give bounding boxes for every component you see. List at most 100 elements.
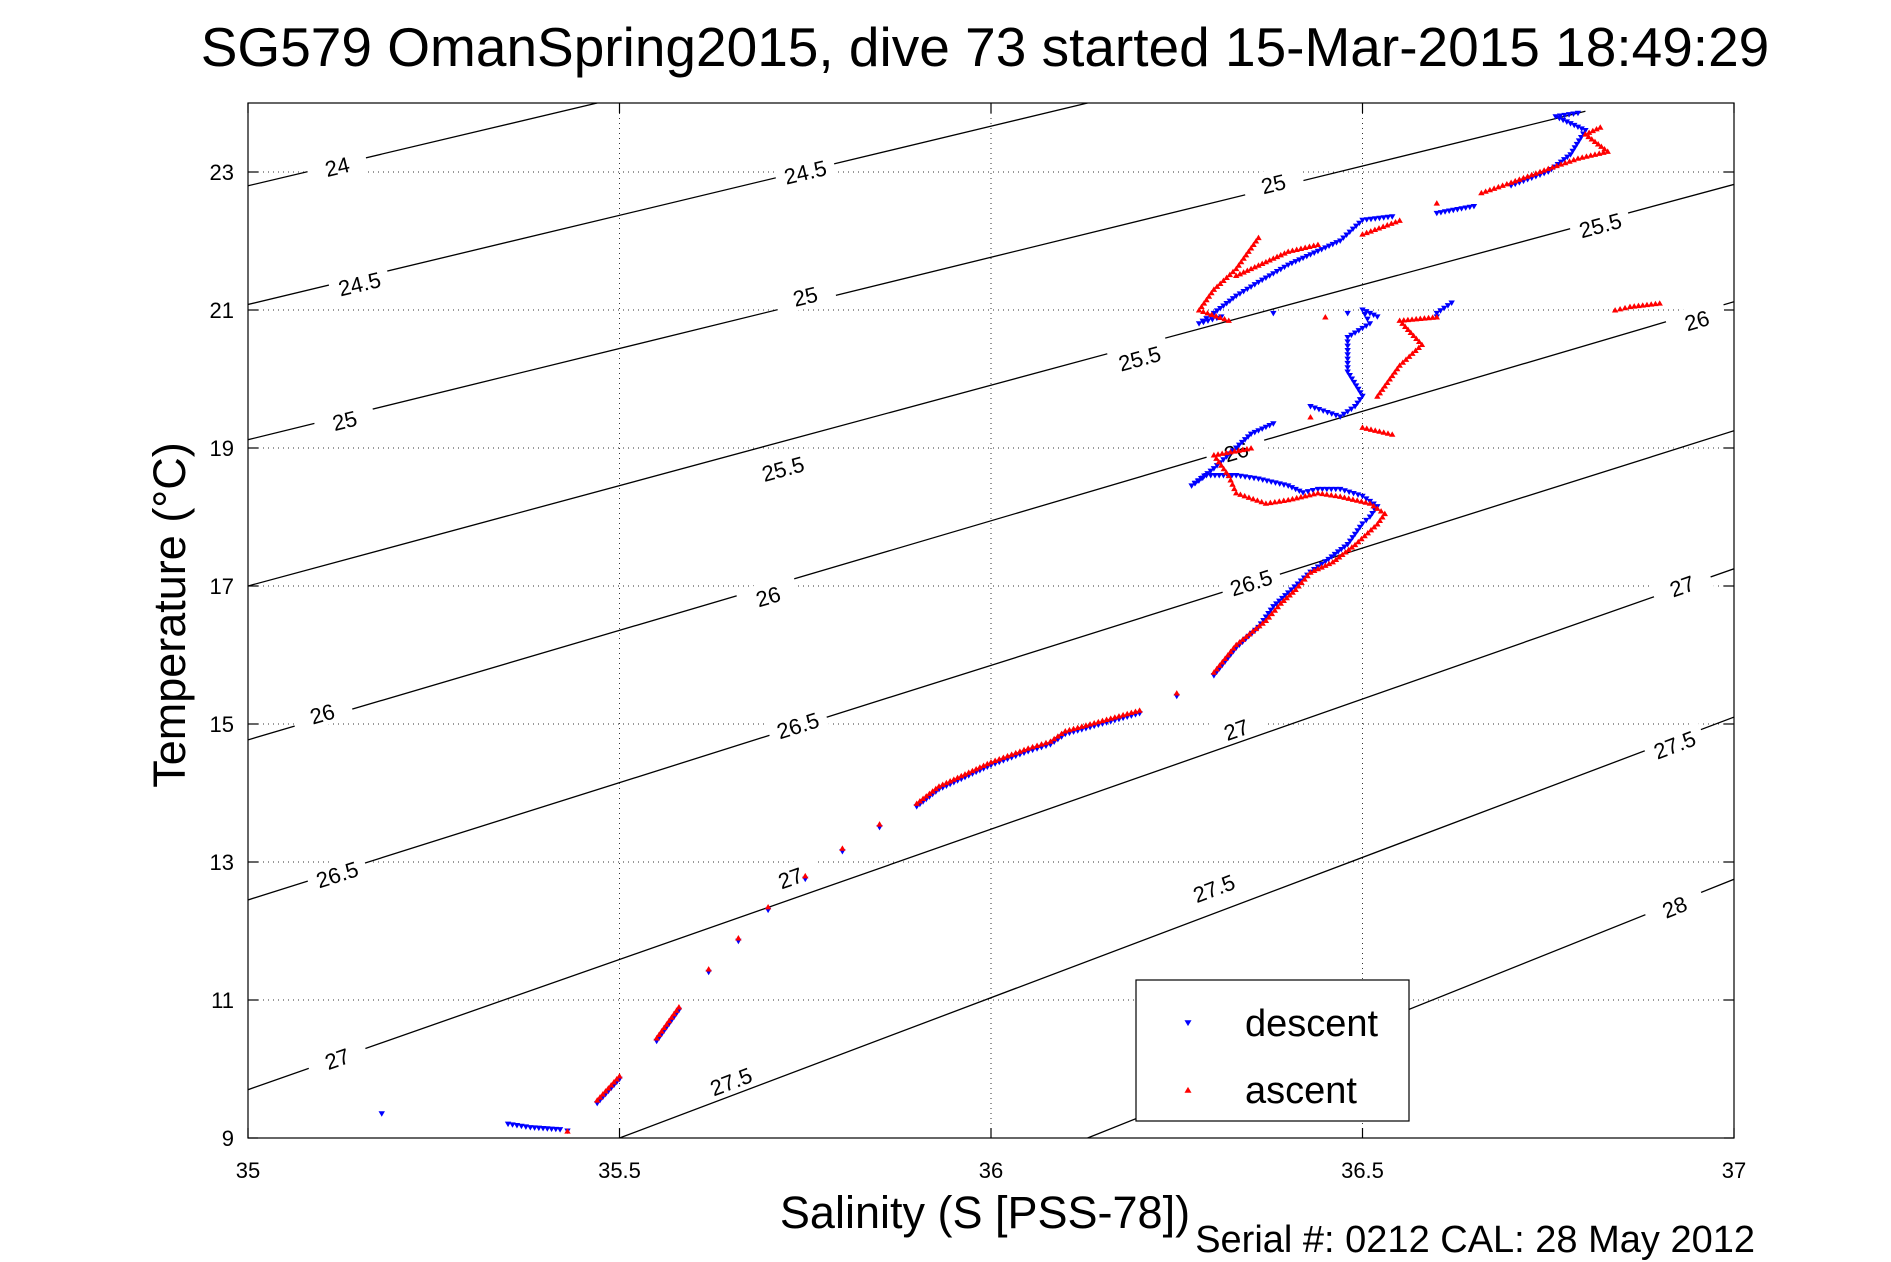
descent-point [1285,590,1292,596]
descent-point [1194,478,1202,484]
ascent-point [1235,262,1242,268]
ascent-point [1322,314,1329,320]
descent-point [1211,473,1219,479]
ascent-point [1250,241,1257,248]
descent-point [1343,232,1350,238]
ascent-point [705,966,712,972]
descent-point [1270,604,1277,610]
descent-point [1466,204,1474,211]
ascent-point [1524,173,1531,179]
contour-label-bg [1106,336,1172,378]
ascent-point [1410,332,1417,339]
ascent-point [1507,179,1515,185]
descent-point [1280,482,1288,488]
descent-point [1259,477,1266,483]
descent-point [1363,217,1370,223]
descent-point [552,1126,560,1133]
ascent-point [969,767,976,774]
ascent-point [1325,560,1333,567]
descent-point [1291,584,1298,590]
ascent-point [1323,491,1331,497]
density-contour-line [248,183,1734,587]
ascent-point [1597,124,1604,130]
contour-label-bg [312,399,377,440]
contour-label-bg [289,691,355,734]
descent-point [1367,216,1375,223]
descent-point [1251,282,1258,288]
legend: descent ascent [1135,979,1410,1122]
ascent-point [1042,739,1050,746]
ascent-point [954,774,961,781]
descent-point [1273,601,1280,607]
ascent-point [1318,564,1325,570]
legend-descent-marker [1184,1020,1192,1027]
contour-label-bg [1240,162,1306,203]
descent-point [1369,510,1376,517]
ascent-point [1384,222,1391,228]
ascent-point [935,783,943,789]
ascent-point [1418,341,1426,348]
descent-point [1570,111,1577,117]
descent-point [1351,531,1359,538]
contour-label: 25 [1259,169,1289,199]
ascent-point [663,1021,670,1027]
descent-point [509,1122,516,1128]
ascent-point [1415,344,1422,351]
descent-point [1241,474,1249,480]
descent-point [1255,428,1262,434]
descent-point [1448,300,1455,306]
density-contour-line [248,110,1586,441]
descent-point [1363,323,1370,329]
ascent-point [1407,329,1414,335]
ascent-point [1251,263,1258,270]
descent-point [1437,210,1445,216]
descent-point [513,1123,521,1129]
ascent-point [1415,338,1423,345]
descent-point [1441,209,1449,215]
ascent-point [1307,414,1314,420]
ascent-point [1370,502,1377,509]
ascent-point [1304,572,1311,579]
ascent-point [1585,133,1592,140]
descent-point [1372,216,1379,222]
descent-point [1223,301,1230,307]
ascent-point [1374,505,1381,511]
ascent-point [1268,610,1276,617]
ascent-point [1332,492,1339,499]
ascent-point [1314,241,1322,248]
ascent-point [916,798,924,804]
ascent-point [943,779,950,786]
contour-label-bg [764,702,831,746]
ascent-point [1271,607,1279,613]
ascent-point [1351,541,1359,548]
ascent-point [1236,639,1243,645]
ascent-point [1289,495,1296,502]
ascent-point [1495,183,1502,190]
descent-point [1322,245,1329,251]
descent-point [1232,293,1240,300]
ascent-point [1335,554,1343,560]
descent-point [1344,409,1351,415]
ascent-point [1244,267,1251,273]
ascent-point [1396,362,1403,368]
descent-point [1344,365,1351,371]
ascent-point [1376,428,1383,434]
descent-point [1191,480,1198,487]
descent-point [1281,264,1288,271]
descent-point [1348,376,1356,382]
descent-point [1270,310,1277,317]
descent-point [1292,259,1299,265]
ascent-point [1262,500,1270,506]
descent-point [1273,269,1281,275]
ascent-point [1237,491,1244,497]
ascent-point [1545,165,1552,172]
ascent-point [950,776,958,782]
descent-point [1332,486,1339,493]
ascent-point [1389,431,1396,437]
ascent-point [1433,200,1440,206]
descent-point [1255,476,1262,482]
ascent-point [1337,493,1344,499]
descent-point [1309,487,1317,494]
descent-point [1351,330,1359,336]
ascent-point [653,1035,660,1041]
